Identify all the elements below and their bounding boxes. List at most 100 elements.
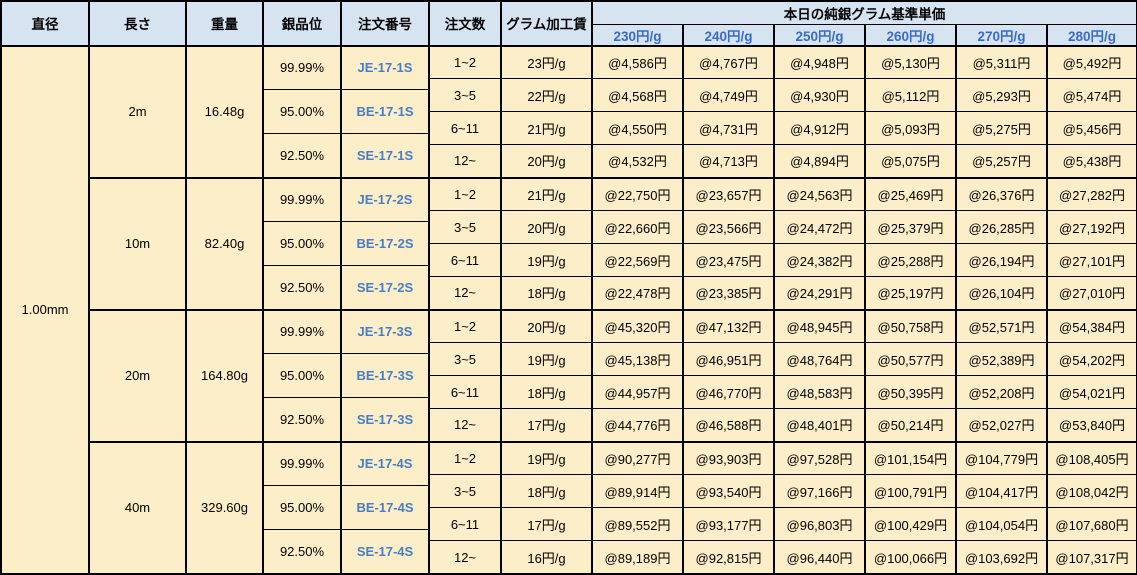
price-cell: @5,311円 [955,45,1048,80]
fee-cell: 17円/g [500,408,593,443]
col-header-diameter: 直径 [0,0,90,47]
purity-cell: 95.00% [262,221,342,267]
purity-cell: 95.00% [262,485,342,531]
price-cell: @48,945円 [773,308,866,344]
price-cell: @5,130円 [864,45,957,80]
price-col-header: 260円/g [864,23,957,47]
price-cell: @4,568円 [591,78,684,113]
price-cell: @5,456円 [1045,111,1137,146]
price-cell: @104,779円 [955,440,1048,476]
price-cell: @46,951円 [682,342,775,377]
qty-cell: 12~ [428,144,502,179]
price-cell: @4,930円 [773,78,866,113]
price-cell: @52,389円 [955,342,1048,377]
qty-cell: 12~ [428,408,502,443]
price-cell: @104,417円 [955,474,1048,509]
price-cell: @5,492円 [1045,45,1137,80]
order-no-cell[interactable]: BE-17-4S [340,485,430,531]
qty-cell: 3~5 [428,342,502,377]
price-cell: @4,912円 [773,111,866,146]
price-cell: @54,202円 [1045,342,1137,377]
price-cell: @89,914円 [591,474,684,509]
order-no-cell[interactable]: SE-17-3S [340,397,430,443]
price-cell: @4,713円 [682,144,775,179]
price-cell: @4,731円 [682,111,775,146]
fee-cell: 18円/g [500,276,593,311]
price-col-header: 230円/g [591,23,684,47]
length-cell: 20m [88,308,187,443]
order-no-cell[interactable]: SE-17-2S [340,265,430,311]
price-cell: @22,478円 [591,276,684,311]
purity-cell: 99.99% [262,45,342,91]
price-cell: @45,138円 [591,342,684,377]
fee-cell: 19円/g [500,243,593,278]
fee-cell: 20円/g [500,308,593,344]
price-cell: @101,154円 [864,440,957,476]
price-col-header: 280円/g [1045,23,1137,47]
price-cell: @22,569円 [591,243,684,278]
order-no-cell[interactable]: JE-17-3S [340,308,430,355]
price-cell: @45,320円 [591,308,684,344]
order-no-cell[interactable]: SE-17-4S [340,529,430,575]
order-no-cell[interactable]: JE-17-1S [340,45,430,91]
price-cell: @25,379円 [864,210,957,245]
price-col-header: 250円/g [773,23,866,47]
price-cell: @53,840円 [1045,408,1137,443]
col-header-fee: グラム加工賃 [500,0,593,47]
purity-cell: 92.50% [262,397,342,443]
price-cell: @4,550円 [591,111,684,146]
price-cell: @108,405円 [1045,440,1137,476]
order-no-cell[interactable]: BE-17-1S [340,89,430,135]
price-cell: @4,532円 [591,144,684,179]
price-cell: @89,189円 [591,540,684,575]
price-cell: @22,750円 [591,176,684,212]
price-cell: @26,285円 [955,210,1048,245]
price-cell: @27,101円 [1045,243,1137,278]
price-cell: @54,021円 [1045,375,1137,410]
fee-cell: 20円/g [500,210,593,245]
price-cell: @100,429円 [864,507,957,542]
price-cell: @24,382円 [773,243,866,278]
purity-cell: 92.50% [262,529,342,575]
fee-cell: 18円/g [500,375,593,410]
price-group-header: 本日の純銀グラム基準単価 [590,0,1137,25]
price-cell: @50,758円 [864,308,957,344]
price-cell: @93,177円 [682,507,775,542]
price-cell: @4,586円 [591,45,684,80]
order-no-cell[interactable]: JE-17-4S [340,440,430,487]
price-cell: @5,112円 [864,78,957,113]
qty-cell: 1~2 [428,45,502,80]
qty-cell: 1~2 [428,440,502,476]
price-cell: @46,770円 [682,375,775,410]
col-header-length: 長さ [88,0,187,47]
price-cell: @96,803円 [773,507,866,542]
price-cell: @96,440円 [773,540,866,575]
qty-cell: 12~ [428,276,502,311]
col-header-order-no: 注文番号 [340,0,430,47]
price-cell: @5,075円 [864,144,957,179]
purity-cell: 95.00% [262,353,342,399]
price-cell: @25,469円 [864,176,957,212]
price-cell: @25,197円 [864,276,957,311]
qty-cell: 1~2 [428,308,502,344]
length-cell: 2m [88,45,187,179]
order-no-cell[interactable]: SE-17-1S [340,133,430,179]
price-cell: @24,472円 [773,210,866,245]
purity-cell: 99.99% [262,308,342,355]
length-cell: 10m [88,176,187,311]
weight-cell: 329.60g [185,440,264,575]
order-no-cell[interactable]: BE-17-2S [340,221,430,267]
price-cell: @27,192円 [1045,210,1137,245]
price-col-header: 240円/g [682,23,775,47]
order-no-cell[interactable]: JE-17-2S [340,176,430,223]
price-cell: @5,093円 [864,111,957,146]
qty-cell: 3~5 [428,78,502,113]
order-no-cell[interactable]: BE-17-3S [340,353,430,399]
price-cell: @52,208円 [955,375,1048,410]
qty-cell: 6~11 [428,111,502,146]
qty-cell: 6~11 [428,507,502,542]
price-cell: @54,384円 [1045,308,1137,344]
price-cell: @93,540円 [682,474,775,509]
price-cell: @107,680円 [1045,507,1137,542]
